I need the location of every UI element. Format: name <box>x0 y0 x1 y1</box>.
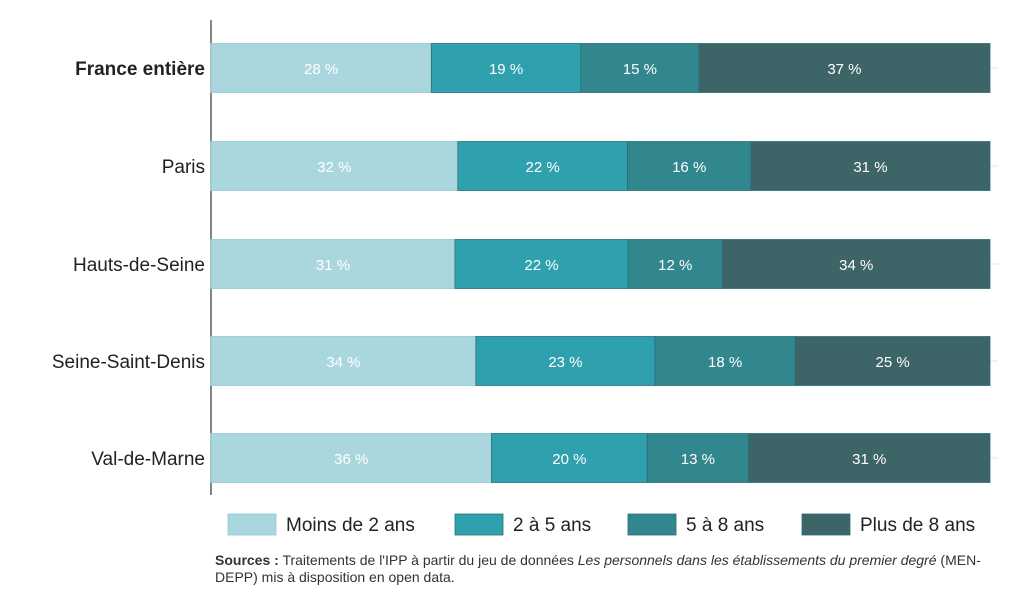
data-label: 34 % <box>326 354 360 371</box>
sources-text-before: Traitements de l'IPP à partir du jeu de … <box>278 552 578 568</box>
bar-segment <box>627 141 752 191</box>
data-label: 12 % <box>658 257 692 274</box>
bar-segment <box>748 433 991 483</box>
data-label: 20 % <box>552 451 586 468</box>
sources-dataset: Les personnels dans les établissements d… <box>577 552 937 568</box>
legend-swatch <box>454 513 504 536</box>
data-label: 37 % <box>827 61 861 78</box>
bar-segment <box>698 43 991 93</box>
legend-swatch <box>227 513 277 536</box>
data-label: 19 % <box>489 61 523 78</box>
data-label: 34 % <box>839 257 873 274</box>
legend-label: 5 à 8 ans <box>686 515 764 536</box>
bar-segment <box>210 239 456 289</box>
bar-segment <box>210 141 459 191</box>
bar-segment <box>210 43 432 93</box>
data-label: 25 % <box>876 354 910 371</box>
bar-segment <box>475 336 656 386</box>
data-label: 22 % <box>526 159 560 176</box>
category-label: Seine-Saint-Denis <box>52 352 205 373</box>
data-label: 32 % <box>317 159 351 176</box>
data-label: 36 % <box>334 451 368 468</box>
data-label: 16 % <box>672 159 706 176</box>
bar-segment <box>722 239 991 289</box>
legend-label: Plus de 8 ans <box>860 515 975 536</box>
data-label: 13 % <box>681 451 715 468</box>
sources-label: Sources : <box>215 552 279 568</box>
bar-segment <box>794 336 991 386</box>
data-label: 15 % <box>623 61 657 78</box>
legend-label: 2 à 5 ans <box>513 515 591 536</box>
bar-segment <box>454 239 629 289</box>
bar-segment <box>627 239 723 289</box>
legend-label: Moins de 2 ans <box>286 515 415 536</box>
data-label: 31 % <box>852 451 886 468</box>
data-label: 18 % <box>708 354 742 371</box>
category-label: Hauts-de-Seine <box>73 255 205 276</box>
data-label: 31 % <box>853 159 887 176</box>
category-label: Paris <box>162 157 205 178</box>
legend-swatch <box>627 513 677 536</box>
legend-swatch <box>801 513 851 536</box>
sources-note: Sources : Traitements de l'IPP à partir … <box>215 552 1005 586</box>
data-label: 31 % <box>316 257 350 274</box>
stacked-bar-chart: France entière 28 % 19 % 15 % 37 % Paris 32 % 2… <box>52 20 998 536</box>
data-label: 28 % <box>304 61 338 78</box>
data-label: 22 % <box>524 257 558 274</box>
bar-segment <box>750 141 991 191</box>
bar-segment <box>210 336 477 386</box>
category-label: France entière <box>75 59 205 80</box>
sources-text-after: (MEN-DEPP) mis à disposition en open dat… <box>215 552 981 585</box>
bar-segment <box>457 141 628 191</box>
category-label: Val-de-Marne <box>91 449 205 470</box>
bar-segment <box>210 433 492 483</box>
bar-segment <box>491 433 648 483</box>
data-label: 23 % <box>548 354 582 371</box>
